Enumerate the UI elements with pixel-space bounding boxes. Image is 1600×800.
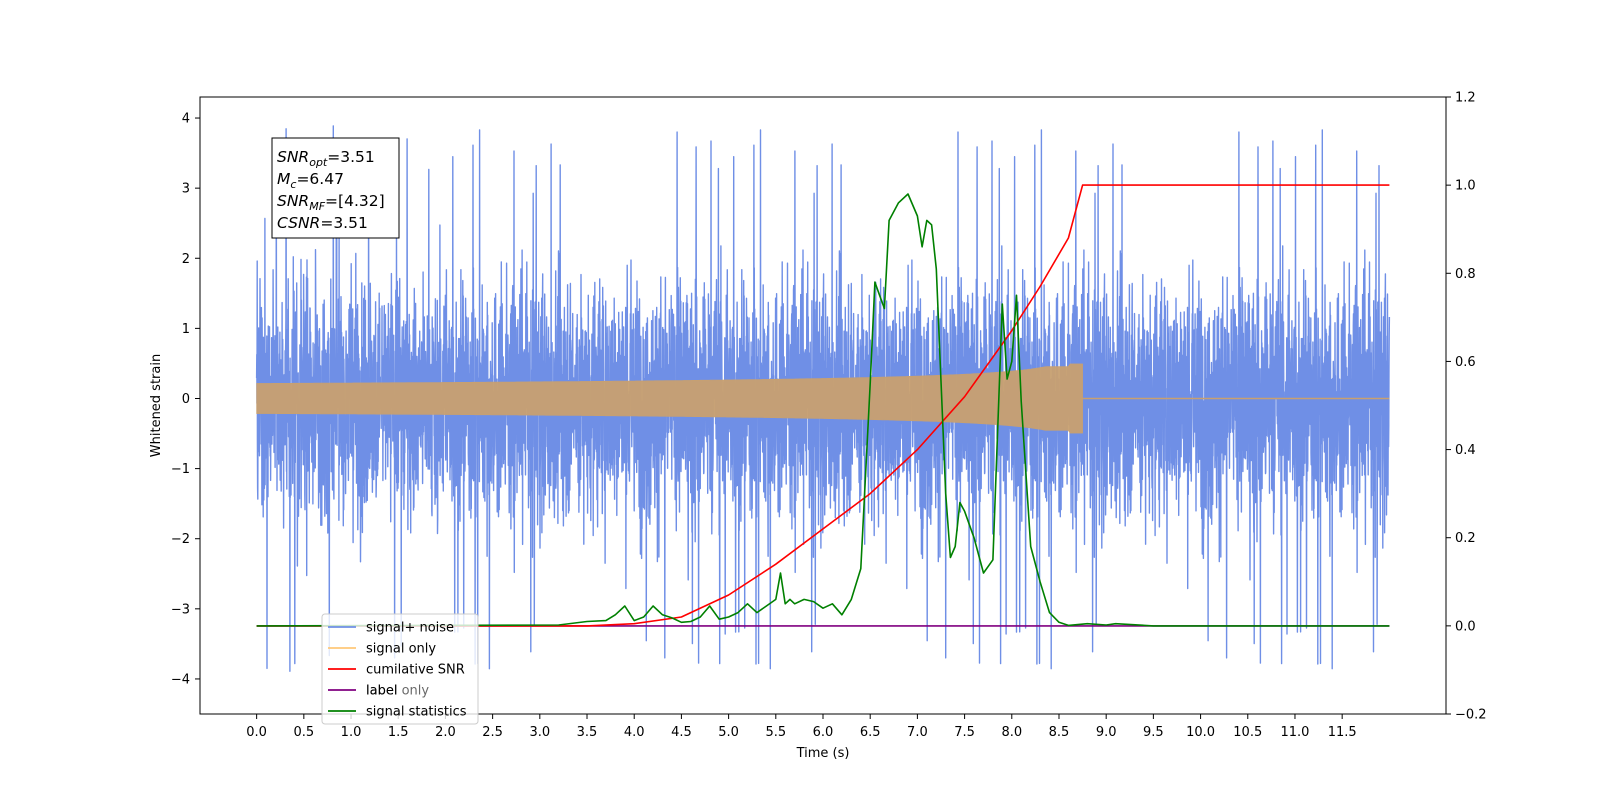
y-tick-label: −2 xyxy=(171,532,190,547)
annotation-value: =3.51 xyxy=(327,148,375,166)
y-tick-label: −3 xyxy=(171,602,190,617)
annotation-symbol: M xyxy=(277,170,290,188)
x-tick-label: 1.0 xyxy=(341,725,362,740)
annotation-value: =6.47 xyxy=(296,170,344,188)
annotation-line: SNRopt=3.51 xyxy=(277,148,375,169)
x-tick-label: 9.0 xyxy=(1096,725,1117,740)
y2-tick-label: −0.2 xyxy=(1455,708,1487,723)
y-axis-left: 4 3 2 1 0 −1 −2 −3 −4 xyxy=(171,112,200,687)
legend-entry: signal statistics xyxy=(366,705,467,720)
y2-tick-label: 0.6 xyxy=(1455,355,1476,370)
y-tick-label: 2 xyxy=(182,252,190,267)
y-tick-label: −1 xyxy=(171,462,190,477)
y2-tick-label: 1.0 xyxy=(1455,179,1476,194)
plot-content xyxy=(255,125,1391,672)
x-tick-label: 4.0 xyxy=(624,725,645,740)
x-tick-label: 9.5 xyxy=(1143,725,1164,740)
x-tick-label: 8.5 xyxy=(1049,725,1070,740)
x-tick-label: 3.0 xyxy=(529,725,550,740)
legend-frame xyxy=(321,613,479,725)
annotation-symbol: SNR xyxy=(277,148,309,166)
x-tick-label: 7.0 xyxy=(907,725,928,740)
x-tick-label: 1.5 xyxy=(388,725,409,740)
x-tick-label: 7.5 xyxy=(954,725,975,740)
legend-entry-hidden: label only xyxy=(366,684,429,699)
legend-entry: cumilative SNR xyxy=(366,663,465,678)
y-tick-label: 4 xyxy=(182,112,190,127)
x-axis-label: Time (s) xyxy=(796,746,850,761)
y2-tick-label: 0.4 xyxy=(1455,443,1476,458)
annotation-line: CSNR=3.51 xyxy=(277,214,368,232)
annotation-value: =[4.32] xyxy=(325,192,385,210)
annotation-symbol: CSNR xyxy=(277,214,320,232)
y-axis-label: Whitened strain xyxy=(149,354,164,457)
x-tick-label: 2.5 xyxy=(482,725,503,740)
series-signal-statistics xyxy=(256,193,1390,627)
legend-entry: signal only xyxy=(366,642,436,657)
annotation-subscript: MF xyxy=(309,200,325,213)
x-tick-label: 0.5 xyxy=(293,725,314,740)
x-tick-label: 10.5 xyxy=(1233,725,1262,740)
x-tick-label: 4.5 xyxy=(671,725,692,740)
x-tick-label: 10.0 xyxy=(1186,725,1215,740)
legend-entry: signal+ noise xyxy=(366,621,454,636)
x-tick-label: 5.5 xyxy=(765,725,786,740)
annotation-line: SNRMF=[4.32] xyxy=(277,192,385,213)
legend-entry: label xyxy=(366,684,397,699)
annotation-subscript: opt xyxy=(309,156,328,169)
annotation-frame xyxy=(271,137,400,239)
x-tick-label: 11.0 xyxy=(1280,725,1309,740)
annotation-symbol: SNR xyxy=(277,192,309,210)
x-axis: 0.0 0.5 1.0 1.5 2.0 2.5 3.0 3.5 4.0 4.5 5.0 5.5 6.0 6… xyxy=(246,714,1357,740)
x-tick-label: 8.0 xyxy=(1001,725,1022,740)
annotation-subscript: c xyxy=(290,178,296,191)
y-tick-label: 0 xyxy=(182,392,190,407)
x-tick-label: 3.5 xyxy=(577,725,598,740)
x-tick-label: 5.0 xyxy=(718,725,739,740)
y-tick-label: 3 xyxy=(182,182,190,197)
legend: label only signal+ noise signal only cumila… xyxy=(321,613,479,725)
x-tick-label: 6.0 xyxy=(813,725,834,740)
y2-tick-label: 0.8 xyxy=(1455,267,1476,282)
annotation-line: Mc=6.47 xyxy=(277,170,344,191)
y-tick-label: −4 xyxy=(171,672,190,687)
x-tick-label: 11.5 xyxy=(1328,725,1357,740)
series-cumulative-snr xyxy=(256,184,1390,627)
y2-tick-label: 1.2 xyxy=(1455,91,1476,106)
annotation-value: =3.51 xyxy=(320,214,368,232)
y2-tick-label: 0.0 xyxy=(1455,619,1476,634)
x-tick-label: 0.0 xyxy=(246,725,267,740)
y-axis-right: 1.2 1.0 0.8 0.6 0.4 0.2 0.0 −0.2 xyxy=(1446,91,1487,723)
y-tick-label: 1 xyxy=(182,322,190,337)
y2-tick-label: 0.2 xyxy=(1455,531,1476,546)
x-tick-label: 6.5 xyxy=(860,725,881,740)
x-tick-label: 2.0 xyxy=(435,725,456,740)
series-signal-only xyxy=(256,363,1083,434)
